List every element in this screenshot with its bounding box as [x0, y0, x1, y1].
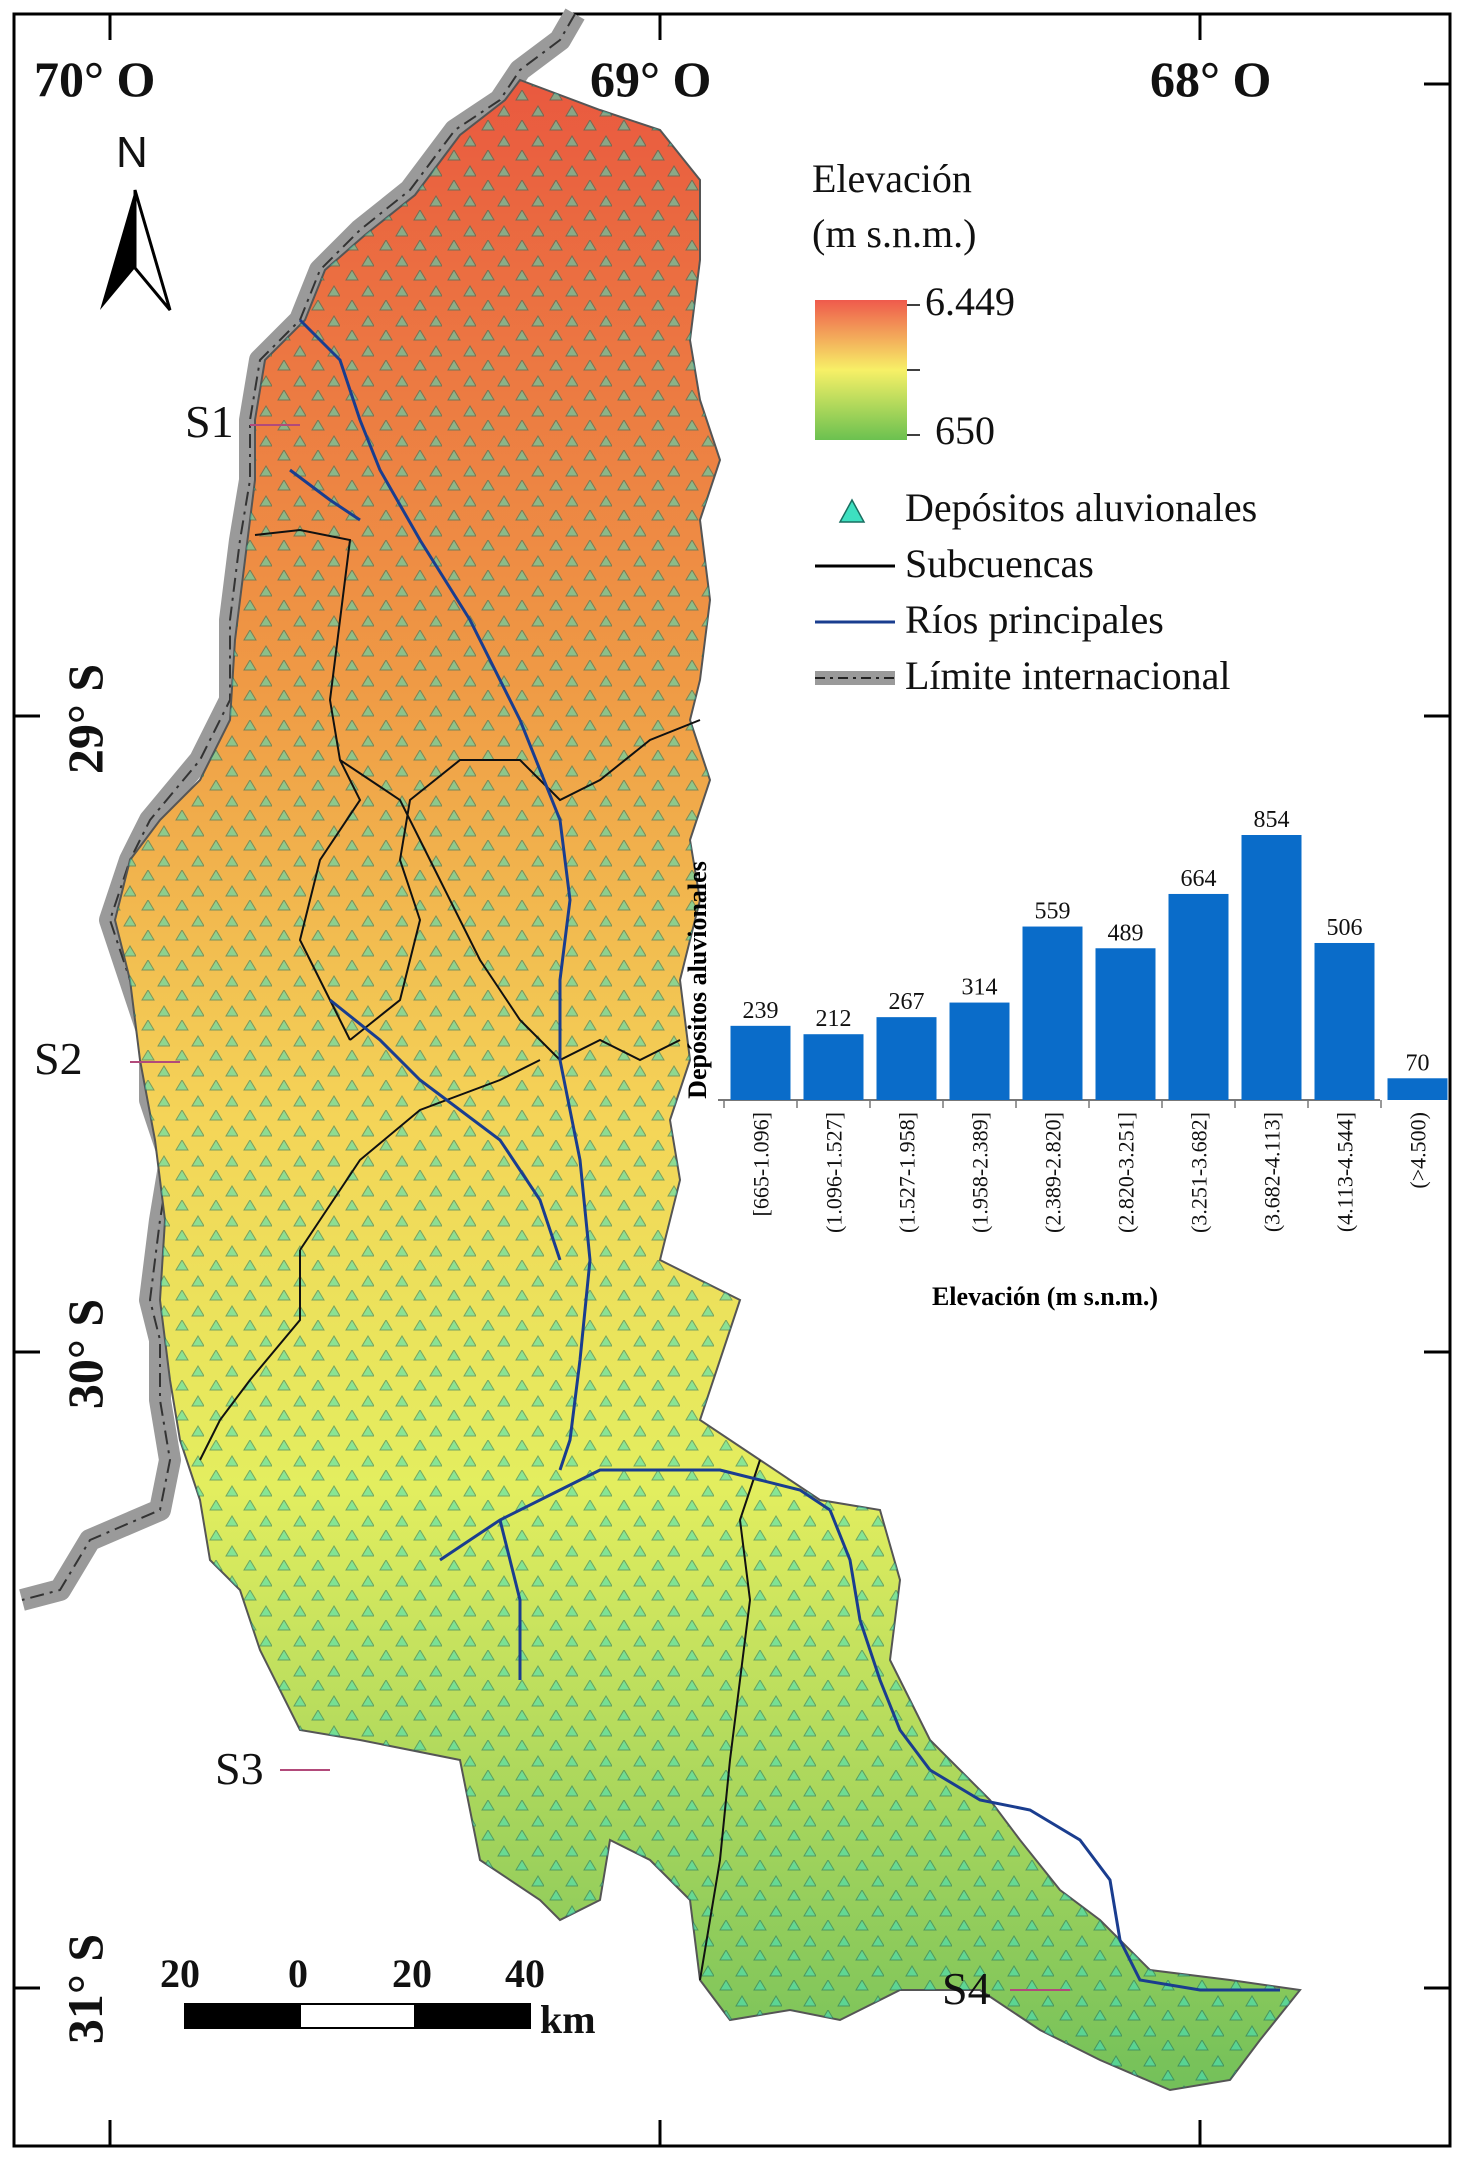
histogram-bar-2	[876, 1017, 937, 1100]
histogram-value-7: 854	[1254, 807, 1290, 833]
histogram-bar-3	[949, 1002, 1010, 1100]
histogram-category-7: (3.682-4.113]	[1260, 1112, 1285, 1232]
lat-label-30: 30° S	[57, 1298, 114, 1410]
scale-label-20: 20	[392, 1951, 432, 1996]
histogram-bar-7	[1241, 835, 1302, 1100]
north-arrow-icon	[100, 189, 172, 311]
legend-rivers-label: Ríos principales	[905, 597, 1164, 642]
site-label-s4: S4	[942, 1963, 991, 2014]
lat-label-31: 31° S	[57, 1933, 114, 2045]
histogram-category-2: (1.527-1.958]	[895, 1112, 920, 1233]
alluvial-deposits-pattern	[115, 80, 1300, 2090]
elevation-legend-title-1: Elevación	[812, 156, 972, 201]
legend-border-label: Límite internacional	[905, 653, 1231, 698]
scale-bar	[184, 2003, 531, 2029]
site-leader-lines	[130, 424, 1070, 1991]
histogram-value-0: 239	[743, 998, 779, 1024]
histogram-bar-8	[1314, 942, 1375, 1100]
coordinate-ticks	[14, 14, 1450, 2146]
subbasin-boundaries	[199, 528, 761, 1981]
histogram-value-2: 267	[889, 989, 925, 1015]
histogram-bar-4	[1022, 926, 1083, 1100]
main-rivers	[289, 318, 1280, 1992]
histogram-category-5: (2.820-3.251]	[1114, 1112, 1139, 1233]
histogram-category-9: (>4.500)	[1406, 1112, 1431, 1189]
histogram-category-4: (2.389-2.820]	[1041, 1112, 1066, 1233]
histogram-category-6: (3.251-3.682]	[1187, 1112, 1212, 1233]
scale-label-0: 0	[288, 1951, 308, 1996]
deposits-histogram: Depósitos aluvionales Elevación (m s.n.m…	[683, 807, 1448, 1311]
scale-label-40: 40	[505, 1951, 545, 1996]
histogram-bar-6	[1168, 893, 1229, 1100]
histogram-value-6: 664	[1181, 866, 1217, 892]
lat-label-29: 29° S	[57, 663, 114, 775]
histogram-value-4: 559	[1035, 899, 1071, 925]
histogram-category-8: (4.113-4.544]	[1333, 1112, 1358, 1232]
elevation-ramp	[815, 300, 907, 440]
lon-label-69: 69° O	[590, 51, 712, 107]
histogram-bar-9	[1387, 1078, 1448, 1100]
legend-deposits-label: Depósitos aluvionales	[905, 485, 1258, 530]
histogram-category-3: (1.958-2.389]	[968, 1112, 993, 1233]
legend-subbasins-label: Subcuencas	[905, 541, 1094, 586]
north-label: N	[116, 128, 148, 177]
histogram-bar-5	[1095, 948, 1156, 1100]
site-label-s2: S2	[34, 1033, 83, 1084]
histogram-category-0: [665-1.096]	[749, 1112, 774, 1216]
triangle-icon	[838, 498, 866, 523]
histogram-value-9: 70	[1406, 1050, 1430, 1076]
lon-label-70: 70° O	[34, 51, 156, 107]
histogram-ylabel: Depósitos aluvionales	[683, 861, 712, 1099]
histogram-category-1: (1.096-1.527]	[822, 1112, 847, 1233]
scale-label-20-left: 20	[160, 1951, 200, 1996]
elevation-min-label: 650	[935, 408, 995, 453]
histogram-value-5: 489	[1108, 920, 1144, 946]
elevation-legend-title-2: (m s.n.m.)	[812, 211, 977, 256]
elevation-max-label: 6.449	[925, 279, 1015, 324]
histogram-xlabel: Elevación (m s.n.m.)	[932, 1282, 1158, 1311]
scale-unit: km	[540, 1997, 596, 2042]
site-label-s1: S1	[185, 396, 234, 447]
histogram-value-3: 314	[962, 975, 998, 1001]
histogram-value-1: 212	[816, 1006, 852, 1032]
histogram-value-8: 506	[1327, 915, 1363, 941]
histogram-bar-1	[803, 1034, 864, 1100]
lon-label-68: 68° O	[1150, 51, 1272, 107]
site-label-s3: S3	[215, 1743, 264, 1794]
histogram-bar-0	[730, 1025, 791, 1100]
international-border	[19, 8, 585, 1611]
